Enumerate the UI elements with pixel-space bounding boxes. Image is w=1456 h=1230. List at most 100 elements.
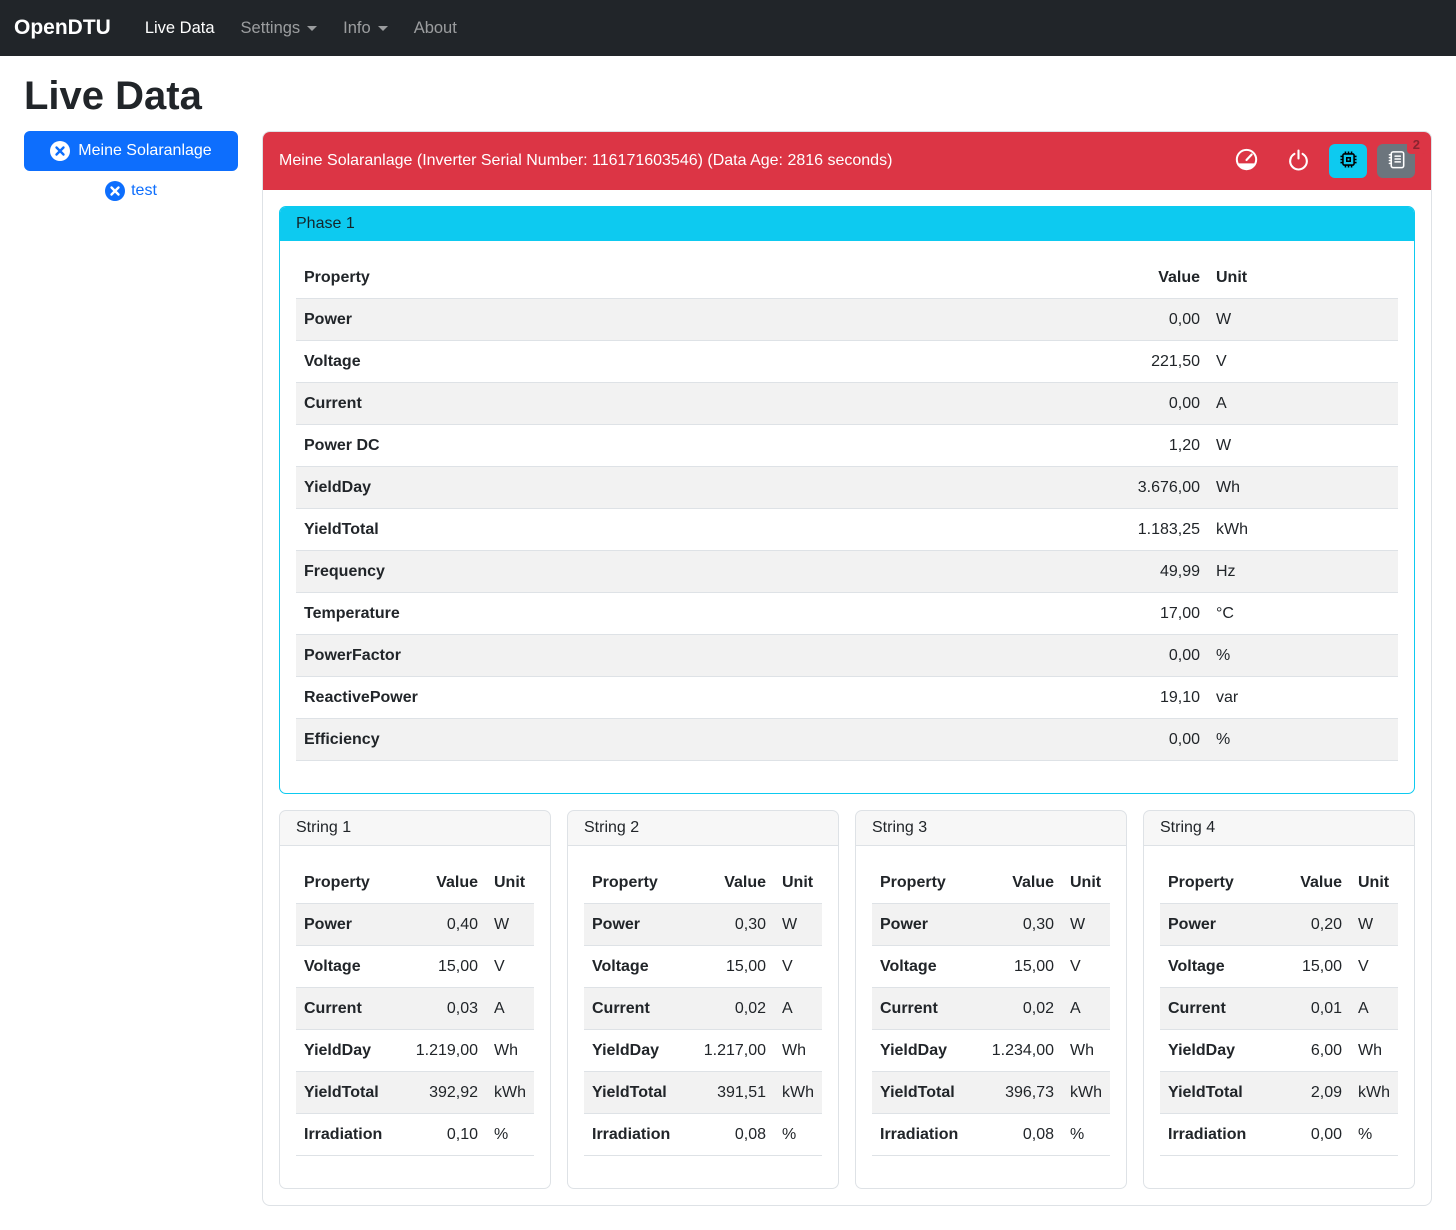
nav-item-label: About (413, 18, 457, 37)
nav-item-live-data[interactable]: Live Data (137, 11, 223, 46)
cell-value: 0,02 (980, 987, 1062, 1030)
cell-property: YieldDay (584, 1029, 692, 1072)
nav-item-info[interactable]: Info (335, 11, 396, 46)
string-1-card: String 1 Property Value Unit Power 0,40 W V… (279, 810, 551, 1189)
cell-property: Voltage (296, 340, 1068, 383)
cell-property: Irradiation (584, 1113, 692, 1156)
table-row: Power 0,30 W (584, 903, 822, 946)
column-header-value: Value (1068, 257, 1208, 299)
string-3-table: Property Value Unit Power 0,30 W Voltage 15,… (872, 862, 1110, 1156)
table-header-row: Property Value Unit (296, 257, 1398, 299)
table-row: YieldTotal 396,73 kWh (872, 1071, 1110, 1114)
cell-unit: V (1062, 945, 1110, 988)
table-head: Property Value Unit (1160, 862, 1398, 904)
cell-value: 1.183,25 (1068, 508, 1208, 551)
phase-1-card: Phase 1 Property Value Unit Power 0,00 W Vo… (279, 206, 1415, 794)
string-cards-row: String 1 Property Value Unit Power 0,40 W V… (279, 810, 1415, 1189)
cell-property: YieldDay (1160, 1029, 1268, 1072)
cell-value: 0,00 (1068, 634, 1208, 677)
cell-value: 0,00 (1068, 298, 1208, 341)
cell-value: 0,00 (1068, 382, 1208, 425)
cell-unit: W (1208, 424, 1398, 467)
table-row: Power 0,30 W (872, 903, 1110, 946)
table-row: Current 0,01 A (1160, 987, 1398, 1030)
cell-property: Voltage (1160, 945, 1268, 988)
table-row: Voltage 15,00 V (1160, 945, 1398, 988)
string-2-table: Property Value Unit Power 0,30 W Voltage 15,… (584, 862, 822, 1156)
cell-property: YieldTotal (296, 1071, 404, 1114)
table-head: Property Value Unit (872, 862, 1110, 904)
cell-value: 1.219,00 (404, 1029, 486, 1072)
table-head: Property Value Unit (296, 862, 534, 904)
cell-property: YieldTotal (872, 1071, 980, 1114)
cell-unit: W (1062, 903, 1110, 946)
cell-value: 15,00 (1268, 945, 1350, 988)
event-log-button[interactable]: 2 (1377, 135, 1426, 178)
cell-value: 0,30 (692, 903, 774, 946)
inverter-card-body: Phase 1 Property Value Unit Power 0,00 W Vo… (263, 190, 1431, 1205)
column-header-property: Property (296, 257, 1068, 299)
column-header-value: Value (980, 862, 1062, 904)
cell-unit: % (1208, 634, 1398, 677)
inverter-card-title: Meine Solaranlage (Inverter Serial Numbe… (279, 152, 893, 169)
cell-unit: Wh (486, 1029, 534, 1072)
inverter-selector-sidebar: Meine Solaranlage test (24, 131, 238, 201)
cell-value: 19,10 (1068, 676, 1208, 719)
table-row: Irradiation 0,10% (296, 1113, 534, 1156)
nav-item-settings[interactable]: Settings (233, 11, 326, 46)
column-header-property: Property (584, 862, 692, 904)
cell-value: 0,20 (1268, 903, 1350, 946)
chevron-down-icon (307, 25, 318, 31)
cell-value: 15,00 (404, 945, 486, 988)
cell-value: 0,02 (692, 987, 774, 1030)
table-row: Power 0,20 W (1160, 903, 1398, 946)
cell-property: Voltage (296, 945, 404, 988)
inverter-select-button[interactable]: Meine Solaranlage (24, 131, 238, 171)
cell-value: 3.676,00 (1068, 466, 1208, 509)
cell-unit: kWh (486, 1071, 534, 1114)
nav-item-about[interactable]: About (406, 11, 465, 46)
cell-value: 0,30 (980, 903, 1062, 946)
cell-unit: % (1062, 1113, 1110, 1156)
cell-unit: Wh (1208, 466, 1398, 509)
phase-1-card-header: Phase 1 (280, 207, 1414, 241)
cell-unit: A (1062, 987, 1110, 1030)
cell-value: 0,01 (1268, 987, 1350, 1030)
column-header-unit: Unit (1208, 257, 1398, 299)
cell-unit: V (486, 945, 534, 988)
table-row: Power DC 1,20 W (296, 424, 1398, 467)
cell-unit: W (1208, 298, 1398, 341)
string-1-card-body: Property Value Unit Power 0,40 W Voltage 15,… (280, 846, 550, 1188)
table-row: YieldTotal 1.183,25 kWh (296, 508, 1398, 551)
cpu-icon (1337, 148, 1360, 174)
cell-unit: W (774, 903, 822, 946)
x-circle-icon[interactable] (50, 141, 71, 161)
events-list-icon (1385, 148, 1408, 174)
cell-value: 0,08 (692, 1113, 774, 1156)
cell-value: 0,08 (980, 1113, 1062, 1156)
cell-value: 221,50 (1068, 340, 1208, 383)
limit-settings-button[interactable] (1225, 144, 1268, 178)
table-row: Power 0,00 W (296, 298, 1398, 341)
cell-property: Power (296, 903, 404, 946)
table-row: YieldDay 1.219,00 Wh (296, 1029, 534, 1072)
cell-unit: kWh (1350, 1071, 1398, 1114)
brand-logo[interactable]: OpenDTU (14, 16, 111, 39)
cell-value: 0,00 (1268, 1113, 1350, 1156)
inverter-select-link-test[interactable]: test (24, 181, 238, 201)
column-header-value: Value (692, 862, 774, 904)
cell-unit: Hz (1208, 550, 1398, 593)
column-header-property: Property (1160, 862, 1268, 904)
nav-item-label: Info (343, 18, 371, 37)
table-row: Current 0,03 A (296, 987, 534, 1030)
x-circle-icon[interactable] (105, 181, 126, 201)
cell-property: Current (296, 382, 1068, 425)
cell-unit: V (1208, 340, 1398, 383)
cell-unit: A (486, 987, 534, 1030)
nav-item-label: Settings (240, 18, 301, 37)
device-info-button[interactable] (1329, 144, 1367, 178)
power-control-button[interactable] (1278, 145, 1319, 177)
string-4-card-header: String 4 (1144, 811, 1414, 846)
cell-value: 49,99 (1068, 550, 1208, 593)
table-row: YieldDay 1.234,00 Wh (872, 1029, 1110, 1072)
